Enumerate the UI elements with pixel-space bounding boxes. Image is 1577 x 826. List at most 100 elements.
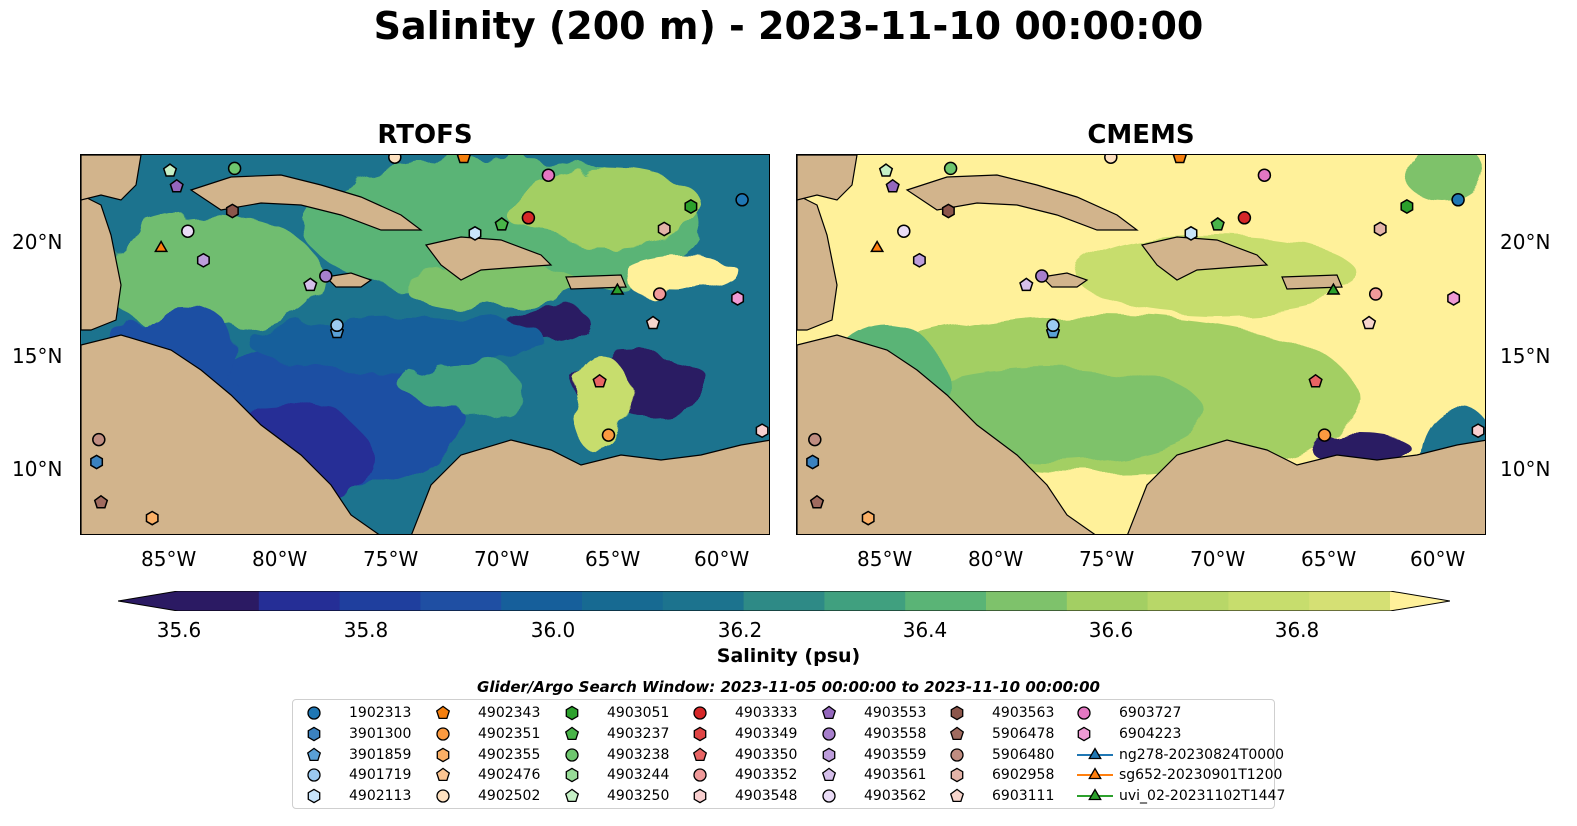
colorbar-segment <box>420 591 502 611</box>
cbar-tick-35-6: 35.6 <box>156 618 202 642</box>
platform-marker <box>1317 428 1332 442</box>
colorbar-extend-high <box>1390 591 1450 611</box>
legend-marker-icon <box>821 767 837 782</box>
rtofs-land <box>81 155 769 534</box>
land-shape <box>797 155 858 201</box>
legend-marker-icon <box>436 747 450 762</box>
platform-marker <box>941 203 955 219</box>
platform-marker <box>809 494 825 509</box>
colorbar-segment <box>824 591 906 611</box>
lon-tick-70w-right: 70°W <box>1190 547 1246 571</box>
legend-label: 6903727 <box>1119 705 1182 721</box>
legend-label: 4903238 <box>607 746 670 763</box>
legend-marker-icon <box>950 705 964 721</box>
platform-marker <box>755 423 769 439</box>
platform-marker <box>645 315 661 330</box>
platform-marker <box>1368 287 1383 301</box>
platform-marker <box>1451 193 1465 207</box>
platform-marker <box>897 224 911 238</box>
legend-marker-icon <box>822 747 836 762</box>
platform-marker <box>912 252 926 268</box>
land-shape <box>1040 272 1089 288</box>
legend-label: 4903553 <box>864 705 927 721</box>
land-shape <box>905 174 1139 231</box>
platform-marker <box>468 225 482 241</box>
lon-tick-60w-right: 60°W <box>1410 547 1466 571</box>
land-shape <box>1127 439 1485 534</box>
lat-tick-15n-right: 15°N <box>1500 344 1551 368</box>
colorbar-segment <box>582 591 664 611</box>
land-shape <box>411 439 769 534</box>
land-shape <box>797 194 838 331</box>
lat-tick-15n-left: 15°N <box>12 344 63 368</box>
platform-marker <box>145 510 159 526</box>
cmems-platform-markers <box>806 155 1485 526</box>
legend-label: 5906480 <box>992 746 1055 763</box>
platform-marker <box>861 510 875 526</box>
legend-marker-icon <box>565 768 579 783</box>
land-shape <box>565 274 627 290</box>
platform-marker <box>541 168 556 182</box>
platform-marker <box>456 155 471 164</box>
panel-title-rtofs: RTOFS <box>377 120 473 150</box>
lat-tick-10n-right: 10°N <box>1500 457 1551 481</box>
lat-tick-20n-right: 20°N <box>1500 230 1551 254</box>
platform-marker <box>162 163 178 177</box>
platform-marker <box>1035 269 1049 283</box>
lon-tick-80w-right: 80°W <box>968 547 1024 571</box>
lon-tick-65w-left: 65°W <box>585 547 641 571</box>
legend-label: 4903333 <box>735 705 798 721</box>
platform-marker <box>657 221 671 237</box>
legend-marker-icon <box>565 747 579 762</box>
colorbar-bar <box>117 590 1451 612</box>
platform-marker <box>652 287 667 301</box>
legend-label: 4903237 <box>607 725 670 742</box>
platform-marker <box>169 178 184 193</box>
legend-label: 4903561 <box>864 767 927 784</box>
platform-marker <box>1257 168 1272 182</box>
platform-marker <box>1019 277 1034 292</box>
legend-label: 4902502 <box>478 788 541 805</box>
legend-marker-icon <box>564 788 580 803</box>
legend-label: 4902355 <box>478 746 541 763</box>
lat-tick-10n-left: 10°N <box>12 457 63 481</box>
platform-marker <box>610 282 625 295</box>
legend-label: 4903244 <box>607 767 670 784</box>
legend-label: 5906478 <box>992 725 1055 742</box>
legend-label: 4903563 <box>992 705 1055 721</box>
legend-marker-icon <box>693 788 707 804</box>
colorbar-segment <box>1228 591 1310 611</box>
cbar-tick-36-4: 36.4 <box>902 618 948 642</box>
legend-marker-icon <box>1077 706 1091 720</box>
platform-marker <box>1373 221 1387 237</box>
colorbar-segment <box>1066 591 1149 611</box>
legend-marker-icon <box>822 789 836 803</box>
legend-marker-icon <box>1077 746 1113 759</box>
lon-tick-75w-left: 75°W <box>363 547 419 571</box>
legend-label: 3901859 <box>349 746 412 763</box>
colorbar-segment <box>1309 591 1391 611</box>
legend-marker-icon <box>821 705 837 719</box>
land-shape <box>81 334 380 534</box>
colorbar-extend-low <box>118 591 178 611</box>
platform-marker <box>521 211 536 225</box>
rtofs-platform-markers <box>90 155 769 526</box>
platform-marker <box>1172 155 1187 164</box>
land-shape <box>324 272 373 288</box>
cbar-tick-36-0: 36.0 <box>530 618 576 642</box>
map-cmems <box>796 154 1486 535</box>
cbar-tick-36-8: 36.8 <box>1274 618 1320 642</box>
platform-marker <box>1400 199 1414 214</box>
legend-marker-icon <box>307 768 321 783</box>
legend-label: 6903111 <box>992 788 1055 805</box>
platform-marker <box>1308 373 1323 388</box>
legend-label: 6902958 <box>992 767 1055 784</box>
colorbar-segment <box>986 591 1068 611</box>
panel-title-cmems: CMEMS <box>1087 120 1195 150</box>
legend-marker-icon <box>436 727 450 741</box>
legend-marker-icon <box>693 726 707 742</box>
legend-marker-icon <box>950 747 964 762</box>
map-rtofs-canvas <box>81 155 769 534</box>
legend-marker-icon <box>692 747 708 761</box>
platform-marker <box>227 161 242 176</box>
